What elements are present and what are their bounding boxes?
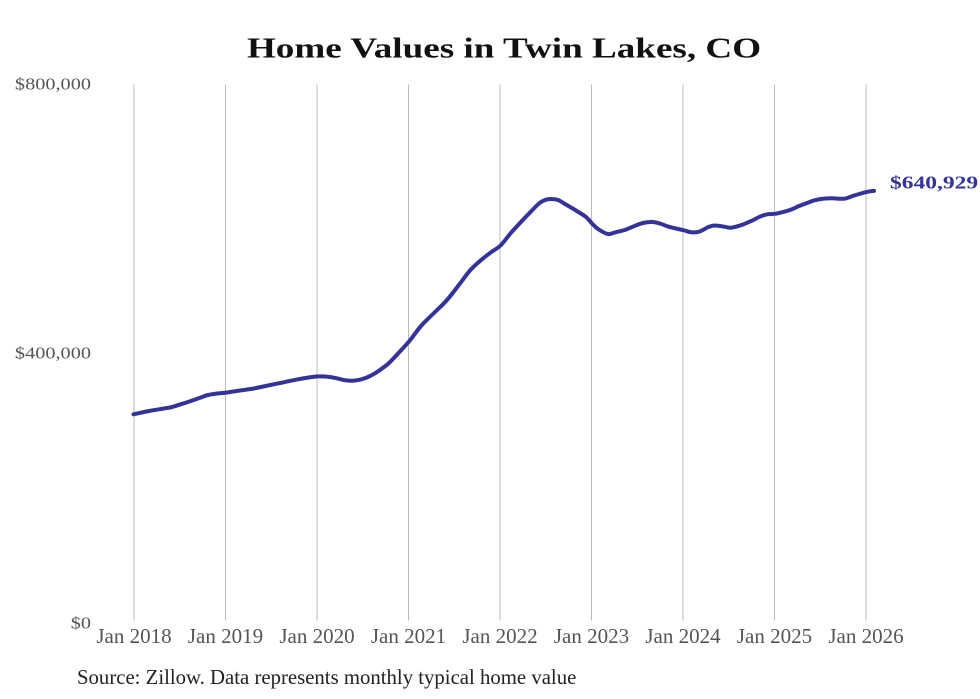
svg-text:Jan 2020: Jan 2020 xyxy=(279,624,354,648)
svg-text:$0: $0 xyxy=(71,614,91,632)
svg-text:Jan 2026: Jan 2026 xyxy=(828,624,903,648)
svg-text:Jan 2025: Jan 2025 xyxy=(737,624,812,648)
svg-text:Jan 2023: Jan 2023 xyxy=(554,624,629,648)
svg-text:$800,000: $800,000 xyxy=(15,75,91,93)
svg-text:Home Values in Twin Lakes, CO: Home Values in Twin Lakes, CO xyxy=(247,32,761,64)
svg-text:Jan 2021: Jan 2021 xyxy=(371,624,446,648)
svg-text:$640,929: $640,929 xyxy=(890,174,978,193)
svg-text:Jan 2019: Jan 2019 xyxy=(188,624,263,648)
svg-text:Source: Zillow. Data represent: Source: Zillow. Data represents monthly … xyxy=(77,665,576,689)
svg-text:Jan 2018: Jan 2018 xyxy=(96,624,171,648)
svg-text:Jan 2024: Jan 2024 xyxy=(645,624,721,648)
svg-text:$400,000: $400,000 xyxy=(15,344,91,362)
svg-text:Jan 2022: Jan 2022 xyxy=(462,624,537,648)
